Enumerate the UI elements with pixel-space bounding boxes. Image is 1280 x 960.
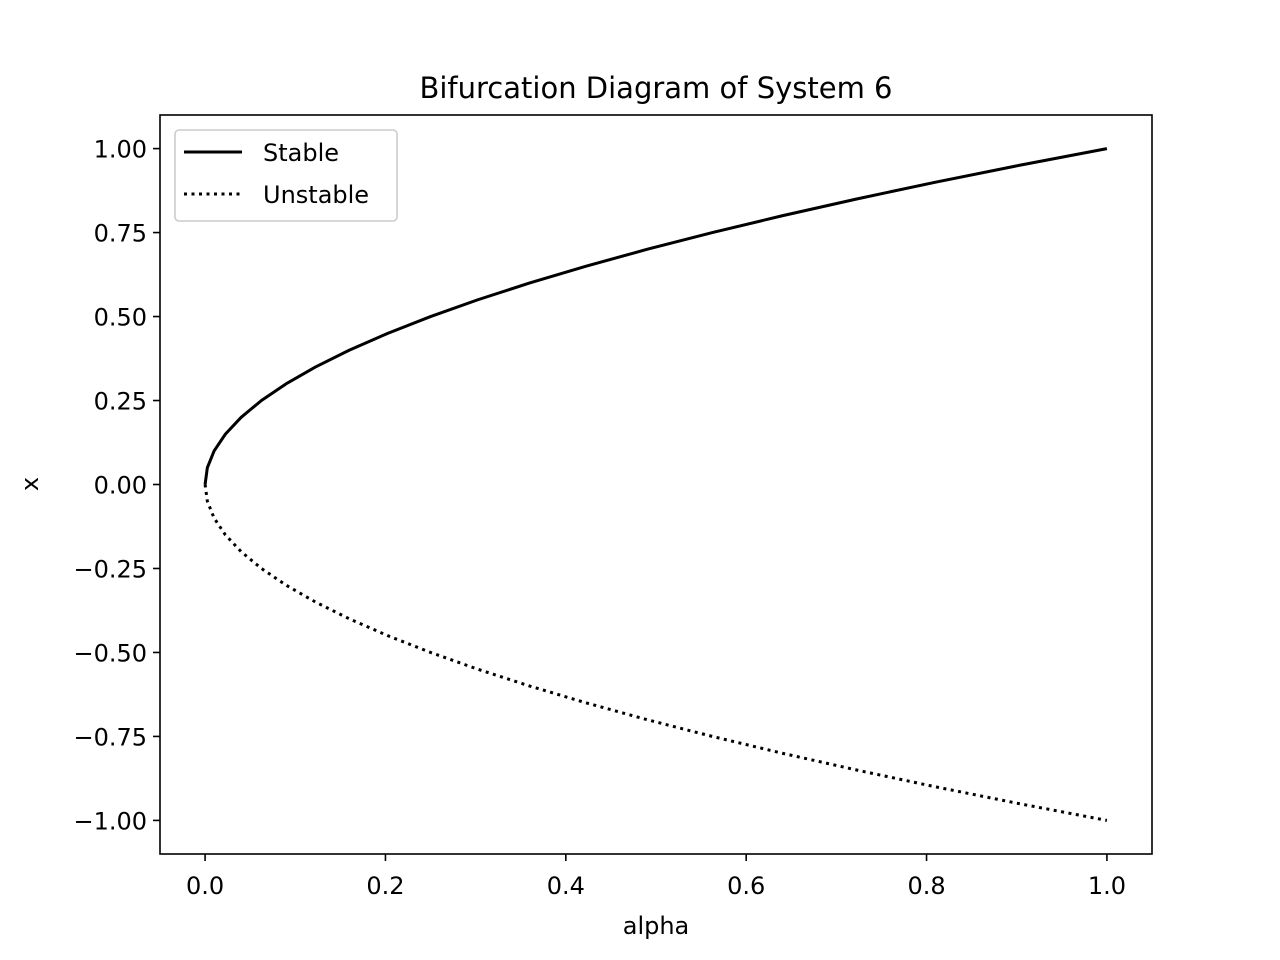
x-tick-label: 1.0 bbox=[1088, 872, 1126, 900]
y-tick-label: 0.25 bbox=[94, 388, 147, 416]
y-tick-label: 0.00 bbox=[94, 472, 147, 500]
series-line-unstable bbox=[203, 484, 1108, 822]
y-axis-label: x bbox=[16, 477, 44, 491]
y-tick-label: −0.25 bbox=[73, 555, 147, 583]
y-tick-label: −0.75 bbox=[73, 723, 147, 751]
series-line-stable bbox=[203, 147, 1108, 485]
x-axis-label: alpha bbox=[623, 912, 690, 940]
plot-frame bbox=[159, 114, 1153, 855]
legend-unstable-label: Unstable bbox=[263, 181, 369, 209]
y-tick-label: 0.75 bbox=[94, 220, 147, 248]
x-axis-ticks: 0.0 0.2 0.4 0.6 0.8 1.0 bbox=[186, 854, 1126, 900]
x-tick-label: 0.8 bbox=[907, 872, 945, 900]
y-tick-label: 1.00 bbox=[94, 136, 147, 164]
x-tick-label: 0.0 bbox=[186, 872, 224, 900]
chart-title: Bifurcation Diagram of System 6 bbox=[419, 71, 892, 105]
x-tick-label: 0.4 bbox=[547, 872, 585, 900]
legend: Stable Unstable bbox=[174, 129, 398, 222]
x-tick-label: 0.2 bbox=[366, 872, 404, 900]
series-group bbox=[203, 147, 1108, 822]
y-tick-label: 0.50 bbox=[94, 304, 147, 332]
plot-area bbox=[159, 114, 1153, 855]
legend-stable-label: Stable bbox=[263, 139, 339, 167]
x-tick-label: 0.6 bbox=[727, 872, 765, 900]
y-tick-label: −0.50 bbox=[73, 639, 147, 667]
y-axis-ticks: 1.00 0.75 0.50 0.25 0.00 −0.25 −0.50 −0.75 −1.00 bbox=[73, 136, 160, 835]
y-tick-label: −1.00 bbox=[73, 807, 147, 835]
